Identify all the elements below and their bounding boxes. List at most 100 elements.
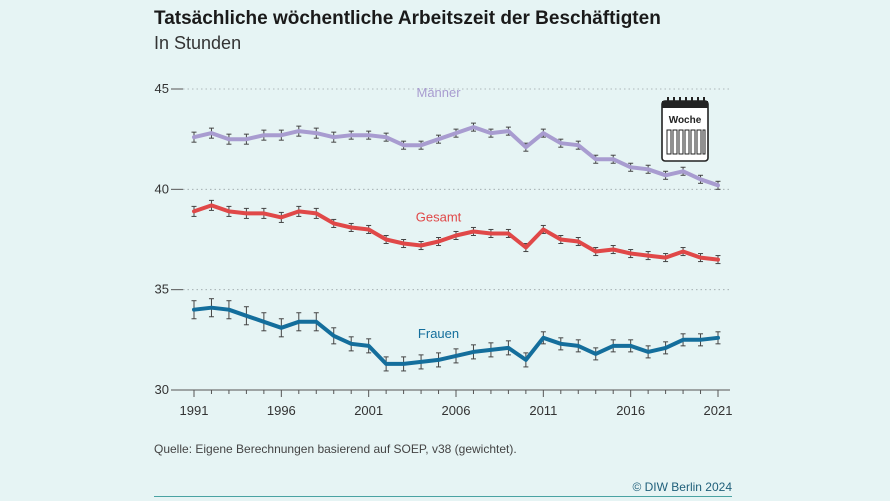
data-point bbox=[682, 170, 684, 173]
data-point bbox=[298, 320, 300, 323]
data-point bbox=[228, 210, 230, 213]
x-tick-label: 2006 bbox=[442, 403, 471, 418]
data-point bbox=[594, 353, 597, 355]
data-point bbox=[315, 132, 318, 134]
x-tick-label: 2016 bbox=[616, 403, 645, 418]
data-point bbox=[717, 337, 719, 339]
data-point bbox=[193, 136, 195, 138]
data-point bbox=[385, 363, 387, 365]
data-point bbox=[560, 142, 562, 144]
source-note: Quelle: Eigene Berechnungen basierend au… bbox=[154, 442, 517, 456]
data-point bbox=[490, 349, 492, 351]
data-point bbox=[298, 130, 300, 132]
data-point bbox=[280, 134, 283, 136]
data-point bbox=[629, 345, 632, 347]
data-point bbox=[193, 210, 195, 213]
data-point bbox=[298, 210, 300, 213]
y-tick-label: 45 bbox=[155, 81, 169, 96]
data-point bbox=[594, 158, 597, 161]
data-point bbox=[507, 347, 510, 349]
data-point bbox=[245, 138, 248, 140]
data-point bbox=[228, 308, 230, 311]
data-point bbox=[664, 256, 667, 259]
data-point bbox=[560, 343, 562, 345]
data-point bbox=[664, 347, 667, 349]
data-point bbox=[263, 134, 265, 136]
series-frauen bbox=[191, 298, 721, 372]
data-point bbox=[490, 132, 492, 134]
data-point bbox=[367, 228, 370, 231]
data-point bbox=[350, 343, 353, 345]
data-point bbox=[385, 238, 387, 241]
series-männer bbox=[191, 122, 721, 190]
data-point bbox=[385, 136, 387, 138]
data-point bbox=[367, 134, 370, 136]
data-point bbox=[507, 130, 510, 132]
data-point bbox=[455, 132, 457, 134]
series-labels: Männer Gesamt Frauen bbox=[416, 85, 462, 341]
data-point bbox=[332, 335, 335, 337]
data-point bbox=[629, 166, 632, 169]
x-tick-label: 2001 bbox=[354, 403, 383, 418]
data-point bbox=[245, 212, 248, 215]
data-point bbox=[629, 252, 632, 255]
data-point bbox=[525, 146, 527, 148]
series-gesamt bbox=[191, 199, 721, 265]
data-point bbox=[193, 308, 195, 311]
series-label-männer: Männer bbox=[416, 85, 461, 100]
data-point bbox=[332, 222, 335, 225]
data-point bbox=[210, 306, 213, 309]
data-point bbox=[210, 204, 213, 207]
data-point bbox=[332, 136, 335, 138]
data-point bbox=[490, 232, 492, 235]
data-point bbox=[717, 258, 719, 261]
data-point bbox=[367, 345, 370, 347]
y-tick-label: 40 bbox=[155, 181, 169, 196]
data-point bbox=[263, 212, 265, 215]
data-point bbox=[402, 144, 405, 146]
x-tick-label: 2011 bbox=[529, 403, 557, 418]
calendar-icon: Woche bbox=[661, 97, 709, 162]
data-point bbox=[420, 361, 422, 363]
data-point bbox=[682, 339, 684, 341]
data-point bbox=[437, 240, 440, 243]
data-point bbox=[350, 226, 353, 229]
data-point bbox=[612, 248, 614, 251]
data-point bbox=[228, 138, 230, 140]
axes: 30 35 40 45 1991 1996 2001 2006 2011 2016 2021 bbox=[155, 81, 733, 418]
data-point bbox=[699, 178, 702, 181]
data-point bbox=[664, 174, 667, 177]
data-point bbox=[647, 351, 649, 353]
data-point bbox=[507, 232, 510, 235]
data-point bbox=[280, 216, 283, 219]
divider bbox=[154, 496, 732, 497]
data-point bbox=[263, 320, 265, 323]
data-point bbox=[542, 132, 545, 134]
data-point bbox=[542, 228, 545, 231]
grid-lines bbox=[183, 88, 730, 291]
data-point bbox=[612, 158, 614, 161]
data-point bbox=[402, 363, 405, 365]
data-point bbox=[437, 138, 440, 140]
x-tick-label: 1991 bbox=[180, 403, 209, 418]
data-point bbox=[210, 132, 213, 134]
y-tick-label: 35 bbox=[155, 282, 169, 297]
data-point bbox=[437, 359, 440, 361]
data-point bbox=[525, 359, 527, 361]
y-tick-label: 30 bbox=[155, 382, 169, 397]
data-point bbox=[472, 230, 475, 233]
chart-subtitle: In Stunden bbox=[154, 33, 242, 53]
data-point bbox=[647, 168, 649, 171]
data-point bbox=[647, 254, 649, 257]
data-point bbox=[594, 250, 597, 253]
data-point bbox=[682, 250, 684, 253]
data-point bbox=[612, 345, 614, 347]
data-point bbox=[577, 144, 580, 146]
data-point bbox=[699, 339, 702, 341]
data-point bbox=[350, 134, 353, 136]
data-point bbox=[577, 240, 580, 243]
data-point bbox=[402, 242, 405, 245]
data-point bbox=[245, 314, 248, 317]
series-group bbox=[191, 122, 721, 372]
